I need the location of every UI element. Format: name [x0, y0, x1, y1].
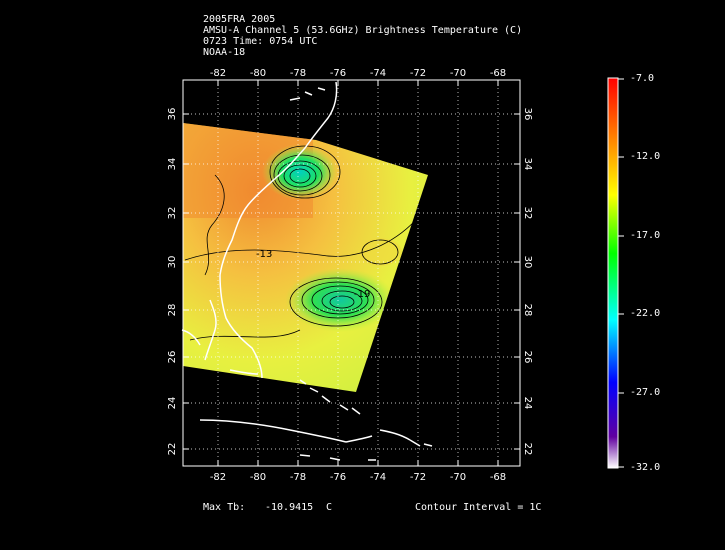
- lon-label: -78: [290, 472, 306, 483]
- title-line-3: 0723 Time: 0754 UTC: [203, 36, 318, 47]
- lon-label: -68: [490, 68, 506, 79]
- colorbar: [607, 77, 619, 469]
- title-line-2: AMSU-A Channel 5 (53.6GHz) Brightness Te…: [203, 25, 523, 36]
- lon-label: -72: [410, 68, 426, 79]
- colorbar-ticks: [618, 78, 624, 468]
- lon-label: -74: [370, 68, 386, 79]
- graticule: [183, 80, 520, 466]
- title-line-1: 2005FRA 2005: [203, 14, 276, 25]
- lon-label: -82: [210, 472, 226, 483]
- lat-label: 36: [167, 108, 178, 121]
- lat-label: 30: [167, 256, 178, 269]
- contour-label: -13: [256, 249, 272, 260]
- lon-label: -74: [370, 472, 386, 483]
- lat-label: 26: [522, 351, 533, 364]
- colorbar-label: -7.0: [630, 73, 655, 84]
- max-tb-unit: C: [326, 502, 333, 513]
- lon-labels-bottom: -82 -80 -78 -76 -74 -72 -70 -68: [210, 472, 506, 483]
- lon-label: -72: [410, 472, 426, 483]
- lat-label: 28: [522, 304, 533, 317]
- contour-lines: [184, 145, 421, 341]
- lon-label: -82: [210, 68, 226, 79]
- lat-label: 32: [522, 207, 533, 220]
- map-frame: [182, 79, 521, 467]
- lat-label: 36: [522, 108, 533, 121]
- max-tb-value: -10.9415: [265, 502, 314, 513]
- lat-label: 28: [167, 304, 178, 317]
- coastline: [181, 81, 433, 461]
- lat-label: 32: [167, 207, 178, 220]
- colorbar-label: -27.0: [630, 387, 661, 398]
- lon-label: -80: [250, 472, 266, 483]
- title-line-4: NOAA-18: [203, 47, 246, 58]
- lon-label: -68: [490, 472, 506, 483]
- lon-label: -76: [330, 472, 346, 483]
- swath-field: [183, 123, 428, 392]
- lon-label: -80: [250, 68, 266, 79]
- lon-label: -70: [450, 472, 466, 483]
- lon-label: -76: [330, 68, 346, 79]
- contour-label: -19: [354, 289, 370, 300]
- lon-label: -78: [290, 68, 306, 79]
- colorbar-label: -12.0: [630, 151, 661, 162]
- tick-marks: [183, 80, 520, 466]
- lat-label: 34: [522, 158, 533, 171]
- lat-labels-left: 36 34 32 30 28 26 24 22: [167, 108, 178, 456]
- lat-label: 24: [522, 397, 533, 410]
- contour-interval: Contour Interval = 1C: [415, 502, 542, 513]
- colorbar-label: -22.0: [630, 308, 661, 319]
- max-tb-label: Max Tb:: [203, 502, 246, 513]
- colorbar-label: -32.0: [630, 462, 661, 473]
- lon-labels-top: -82 -80 -78 -76 -74 -72 -70 -68: [210, 68, 506, 79]
- lat-label: 30: [522, 256, 533, 269]
- lat-label: 34: [167, 158, 178, 171]
- lon-label: -70: [450, 68, 466, 79]
- lat-labels-right: 36 34 32 30 28 26 24 22: [522, 108, 533, 456]
- lat-label: 24: [167, 397, 178, 410]
- lat-label: 22: [167, 443, 178, 456]
- colorbar-label: -17.0: [630, 230, 661, 241]
- lat-label: 22: [522, 443, 533, 456]
- lat-label: 26: [167, 351, 178, 364]
- contour-labels: -13 -19: [256, 249, 370, 300]
